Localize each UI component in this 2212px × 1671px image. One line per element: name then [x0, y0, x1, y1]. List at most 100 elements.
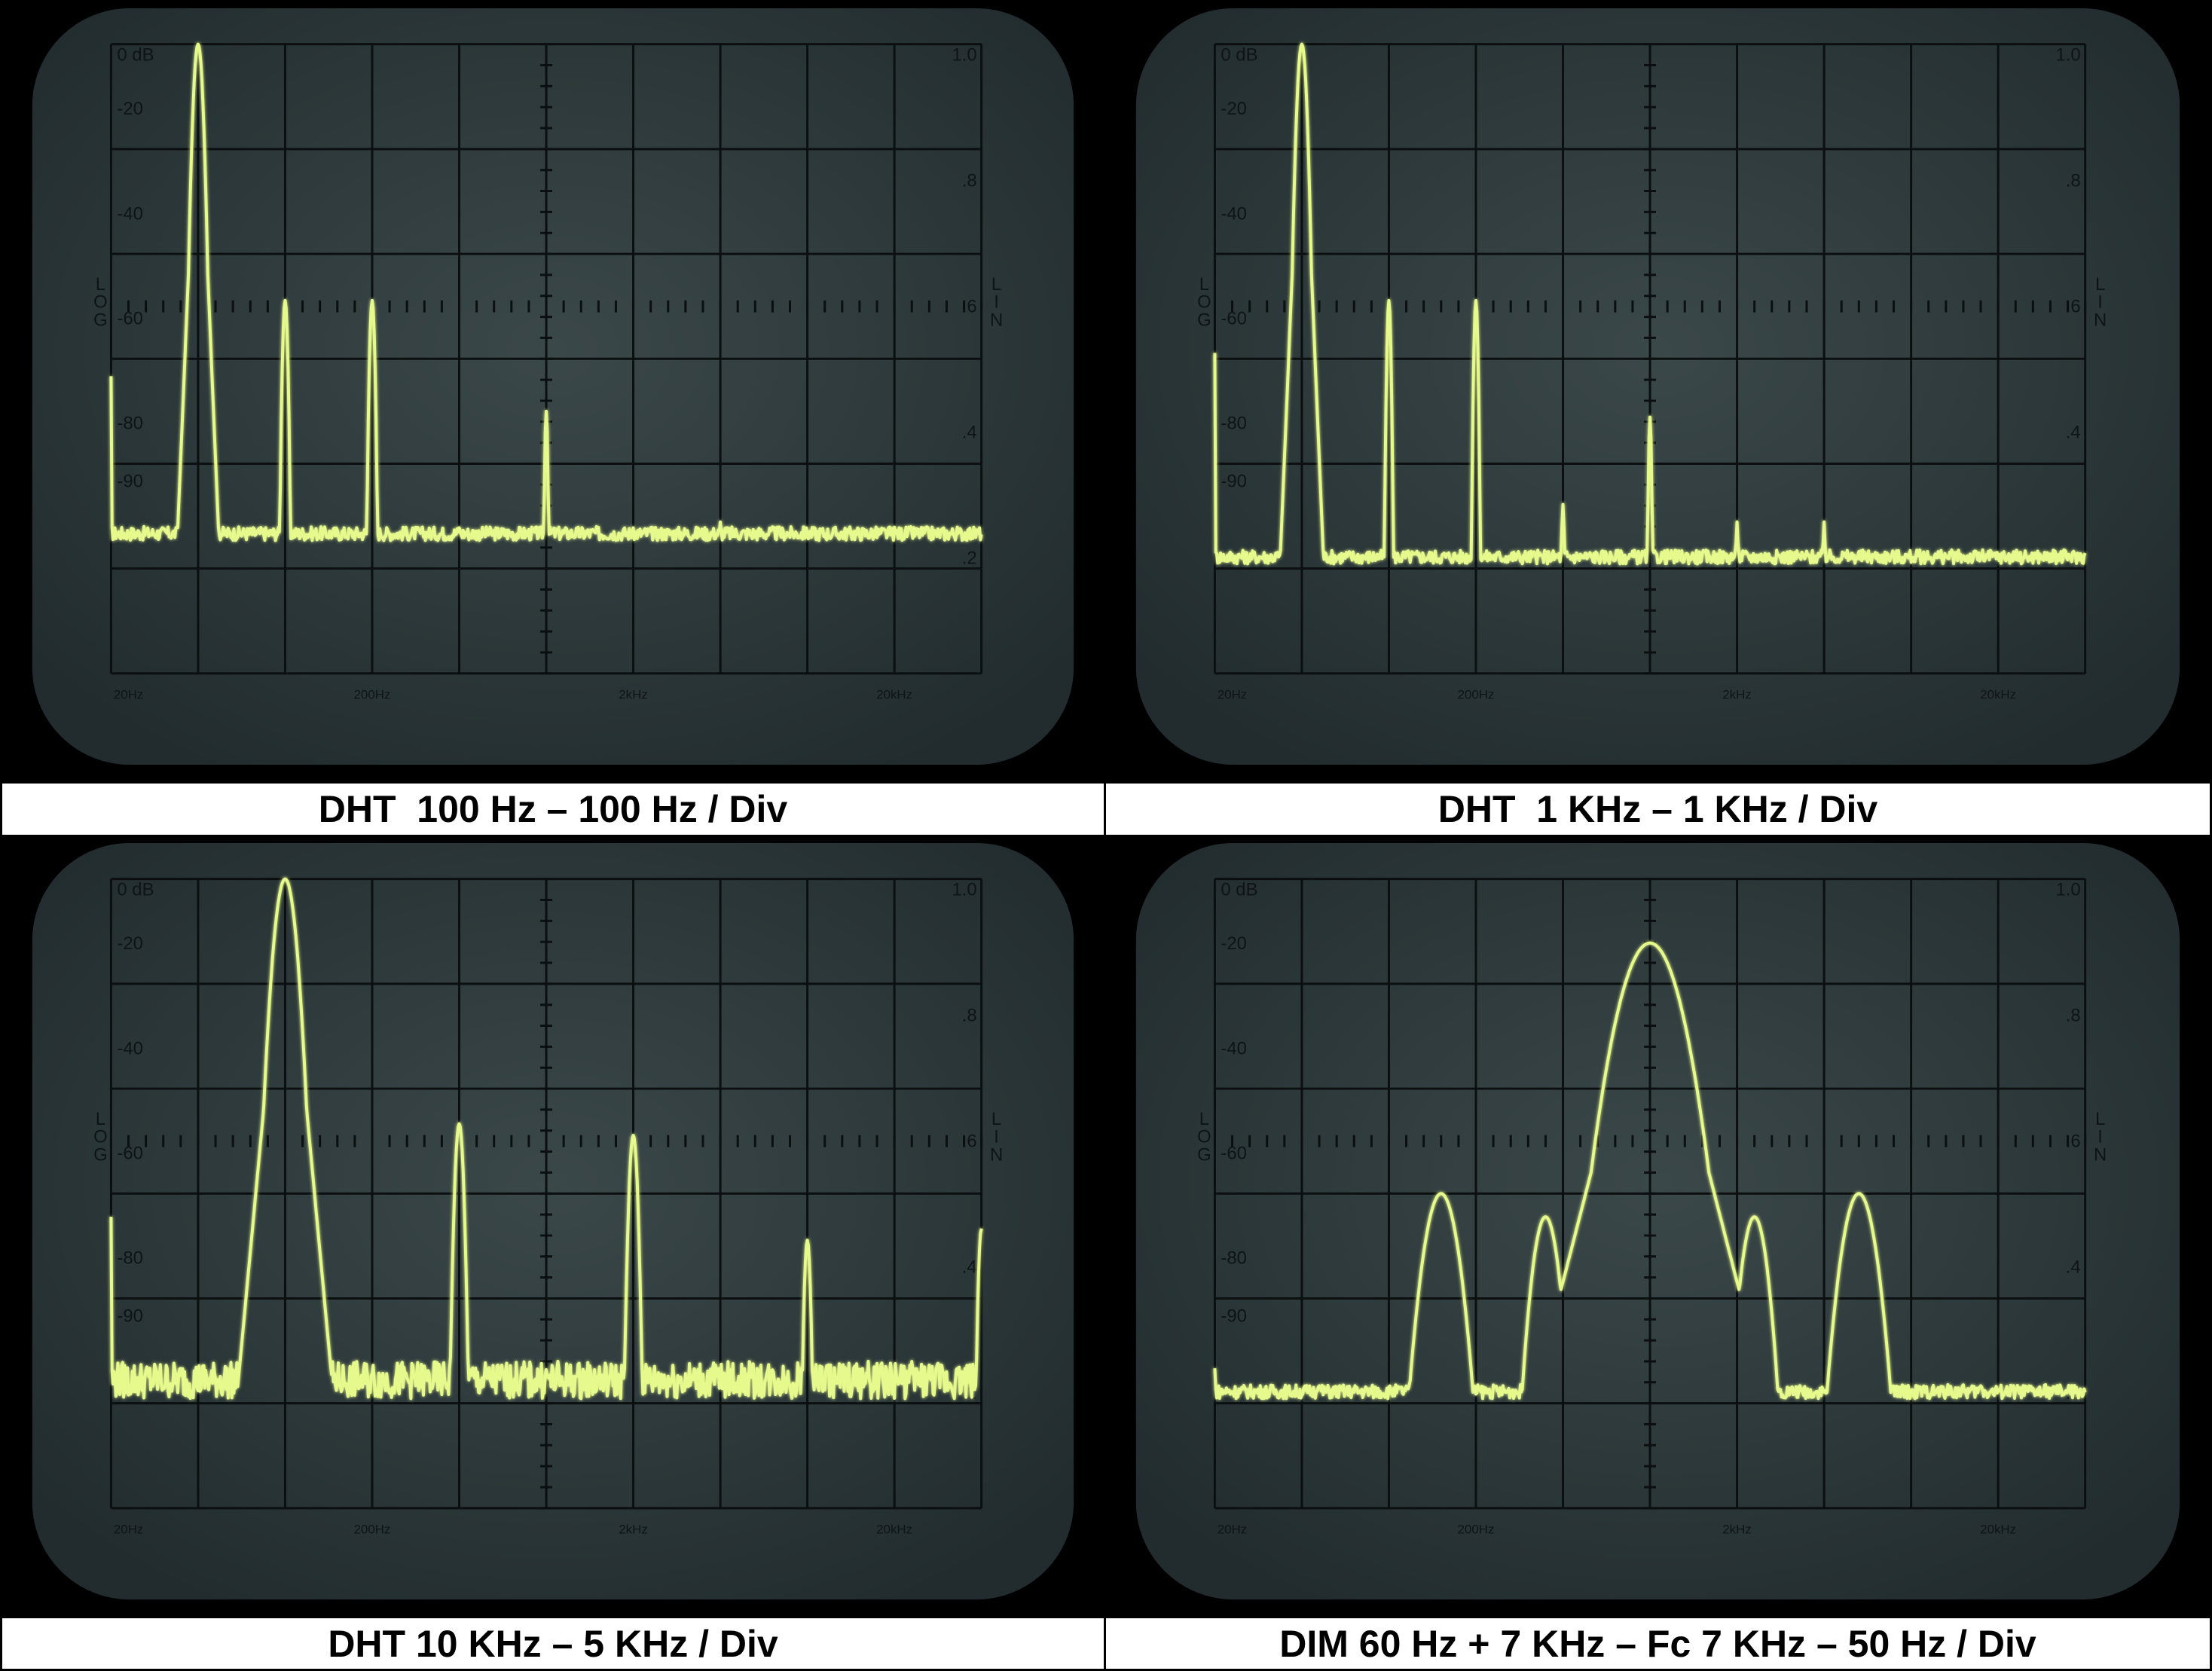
- crt-screen: [32, 842, 1074, 1600]
- lin-axis-label: L: [991, 1109, 1001, 1129]
- log-axis-label: O: [1197, 1127, 1211, 1147]
- lin-scale-label: 1.0: [2055, 45, 2080, 66]
- lin-axis-label: L: [991, 274, 1001, 295]
- log-scale-label: -60: [1221, 309, 1247, 329]
- freq-scale-label: 200Hz: [354, 1523, 391, 1537]
- panel-2-caption-text: DHT 1 KHz – 1 KHz / Div: [1437, 788, 1878, 830]
- lin-scale-label: 1.0: [952, 45, 976, 66]
- lin-axis-label: I: [2097, 1127, 2103, 1147]
- freq-scale-label: 20Hz: [1218, 688, 1248, 702]
- spectrum-trace: [1213, 941, 2087, 1401]
- lin-axis-label: I: [994, 292, 999, 313]
- freq-scale-label: 200Hz: [1458, 688, 1495, 702]
- log-scale-label: -60: [117, 1144, 143, 1164]
- log-axis-label: G: [1197, 310, 1211, 331]
- lin-scale-label: .6: [962, 297, 977, 317]
- log-axis-label: O: [1197, 292, 1211, 313]
- lin-scale-label: 1.0: [2055, 880, 2080, 900]
- lin-scale-label: .6: [2066, 1132, 2081, 1152]
- lin-axis-label: N: [990, 1145, 1003, 1165]
- log-scale-label: -60: [117, 309, 143, 329]
- log-axis-label: O: [93, 1127, 108, 1147]
- panel-3-screen: 0 dB -20 -40 -60 -80 -90 1.0.8.6.4.2 L O G L I N 20Hz…: [0, 835, 1106, 1618]
- lin-scale-label: .8: [962, 171, 977, 191]
- log-scale-label: -80: [1221, 1248, 1247, 1269]
- panel-1-chart: 0 dB-20-40-60-80-901.0.8.6.4.2LOGLIN20Hz…: [32, 8, 1074, 765]
- log-scale-label: -90: [1221, 1306, 1247, 1326]
- log-scale-label: -90: [1221, 471, 1247, 491]
- lin-scale-label: .4: [2066, 423, 2081, 443]
- panel-4-caption: DIM 60 Hz + 7 KHz – Fc 7 KHz – 50 Hz / D…: [1104, 1616, 2212, 1671]
- crt-screen: [1135, 8, 2180, 765]
- lin-scale-label: .4: [2066, 1257, 2081, 1278]
- freq-scale-label: 20Hz: [114, 1523, 144, 1537]
- freq-scale-label: 20Hz: [114, 688, 144, 702]
- log-scale-label: -80: [117, 1248, 143, 1269]
- freq-scale-label: 200Hz: [354, 688, 391, 702]
- log-axis-label: L: [1199, 274, 1209, 295]
- log-scale-label: -20: [1221, 99, 1247, 119]
- log-scale-top-label: 0 dB: [1221, 45, 1257, 66]
- spectrum-trace: [109, 42, 983, 542]
- lin-scale-label: .6: [962, 1132, 977, 1152]
- freq-scale-label: 2kHz: [619, 688, 648, 702]
- freq-scale-label: 20kHz: [1980, 1523, 2016, 1537]
- graticule: [109, 878, 983, 1510]
- lin-scale-label: .8: [2066, 171, 2081, 191]
- log-axis-label: G: [93, 1145, 108, 1165]
- log-scale-top-label: 0 dB: [1221, 880, 1257, 900]
- log-scale-label: -20: [1221, 933, 1247, 954]
- log-scale-label: -40: [117, 203, 143, 224]
- panel-4-screen: 0 dB -20 -40 -60 -80 -90 1.0.8.6.4.2 L O G L I N 20Hz…: [1104, 835, 2212, 1618]
- panel-4-caption-text: DIM 60 Hz + 7 KHz – Fc 7 KHz – 50 Hz / D…: [1279, 1622, 2036, 1665]
- panel-2-screen: 0 dB -20 -40 -60 -80 -90 1.0.8.6.4.2 L O G L I N 20Hz…: [1104, 0, 2212, 784]
- log-axis-label: L: [1199, 1109, 1209, 1129]
- log-scale-label: -60: [1221, 1144, 1247, 1164]
- freq-scale-label: 20kHz: [1980, 688, 2016, 702]
- lin-scale-label: .8: [962, 1006, 977, 1026]
- lin-axis-label: N: [990, 310, 1003, 331]
- log-scale-label: -40: [1221, 203, 1247, 224]
- freq-scale-label: 2kHz: [619, 1523, 648, 1537]
- panel-1-caption-text: DHT 100 Hz – 100 Hz / Div: [318, 788, 788, 830]
- log-scale-top-label: 0 dB: [117, 880, 154, 900]
- freq-scale-label: 20kHz: [876, 688, 912, 702]
- panel-3-chart: 0 dB-20-40-60-80-901.0.8.6.4.2LOGLIN20Hz…: [32, 842, 1074, 1600]
- panel-2-chart: 0 dB-20-40-60-80-901.0.8.6.4.2LOGLIN20Hz…: [1135, 8, 2180, 765]
- spectrum-trace: [1213, 42, 2087, 566]
- log-axis-label: G: [1197, 1145, 1211, 1165]
- freq-scale-label: 20kHz: [876, 1523, 912, 1537]
- log-scale-label: -90: [117, 1306, 143, 1326]
- lin-scale-label: .4: [962, 423, 977, 443]
- lin-axis-label: I: [2097, 292, 2103, 313]
- lin-axis-label: I: [994, 1127, 999, 1147]
- crt-screen: [32, 8, 1074, 765]
- spectrum-trace: [109, 877, 983, 1401]
- log-scale-top-label: 0 dB: [117, 45, 154, 66]
- log-scale-label: -80: [1221, 414, 1247, 434]
- lin-axis-label: L: [2095, 274, 2105, 295]
- log-scale-label: -40: [117, 1038, 143, 1059]
- lin-scale-label: .6: [2066, 297, 2081, 317]
- log-scale-label: -20: [117, 933, 143, 954]
- lin-scale-label: 1.0: [952, 880, 976, 900]
- log-axis-label: G: [93, 310, 108, 331]
- lin-axis-label: N: [2094, 310, 2107, 331]
- lin-scale-label: .8: [2066, 1006, 2081, 1026]
- log-axis-label: L: [96, 274, 105, 295]
- log-axis-label: O: [93, 292, 108, 313]
- panel-2-caption: DHT 1 KHz – 1 KHz / Div: [1104, 781, 2212, 837]
- panel-3-caption-text: DHT 10 KHz – 5 KHz / Div: [328, 1622, 778, 1665]
- freq-scale-label: 200Hz: [1458, 1523, 1495, 1537]
- graticule: [1213, 878, 2087, 1510]
- lin-scale-label: .2: [962, 548, 977, 569]
- freq-scale-label: 2kHz: [1722, 1523, 1752, 1537]
- graticule: [1213, 43, 2087, 675]
- log-scale-label: -80: [117, 414, 143, 434]
- lin-axis-label: L: [2095, 1109, 2105, 1129]
- log-scale-label: -20: [117, 99, 143, 119]
- lin-axis-label: N: [2094, 1145, 2107, 1165]
- freq-scale-label: 2kHz: [1722, 688, 1752, 702]
- freq-scale-label: 20Hz: [1218, 1523, 1248, 1537]
